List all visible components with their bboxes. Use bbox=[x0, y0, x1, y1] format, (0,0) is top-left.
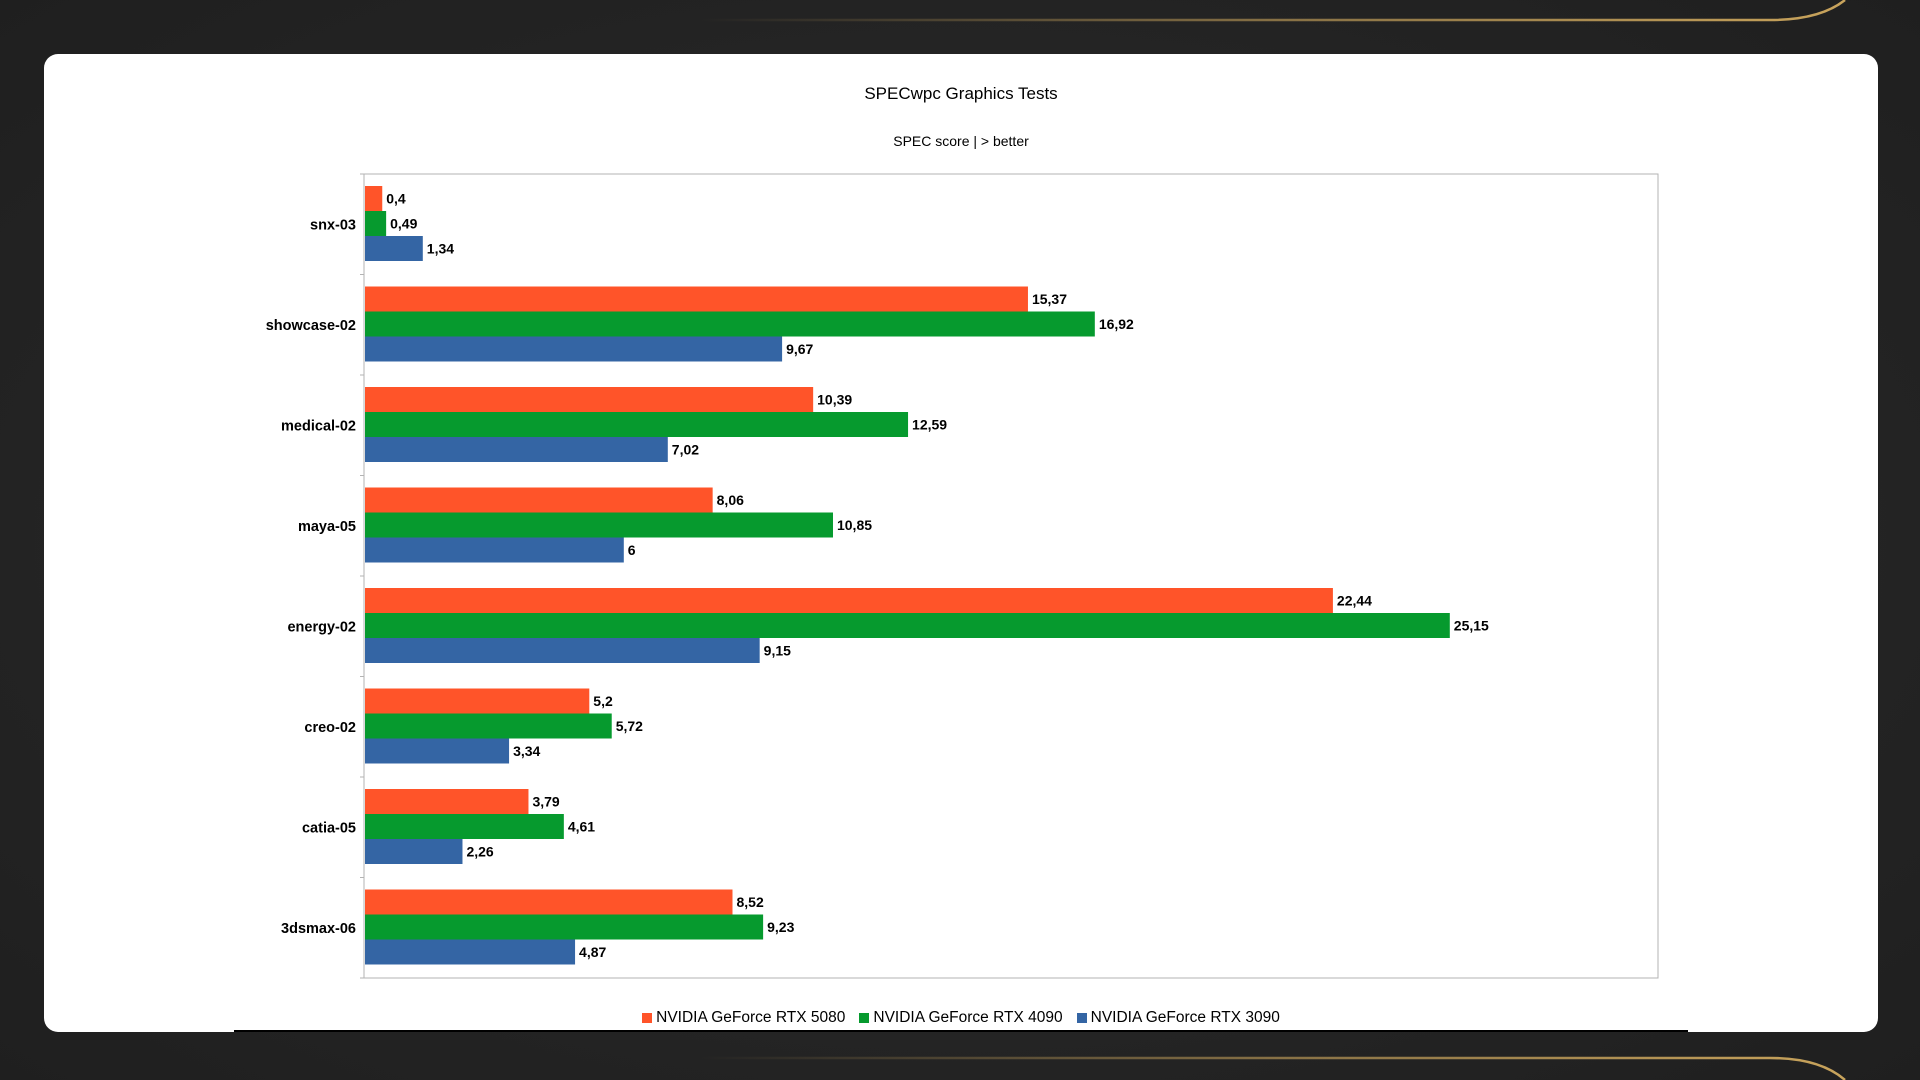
bar-snx-03-series-2 bbox=[365, 236, 423, 261]
data-label-energy-02-series-0: 22,44 bbox=[1337, 593, 1372, 609]
data-label-showcase-02-series-0: 15,37 bbox=[1032, 291, 1067, 307]
data-label-maya-05-series-0: 8,06 bbox=[717, 492, 744, 508]
legend-item-rtx-5080: NVIDIA GeForce RTX 5080 bbox=[642, 1009, 845, 1027]
bar-energy-02-series-1 bbox=[365, 613, 1450, 638]
legend-swatch-rtx-5080 bbox=[642, 1013, 653, 1023]
legend-label-rtx-4090: NVIDIA GeForce RTX 4090 bbox=[873, 1009, 1063, 1026]
bar-showcase-02-series-0 bbox=[365, 286, 1028, 312]
data-label-creo-02-series-0: 5,2 bbox=[593, 693, 613, 709]
bar-energy-02-series-0 bbox=[365, 588, 1333, 613]
bar-3dsmax-06-series-0 bbox=[365, 889, 733, 915]
bar-creo-02-series-1 bbox=[365, 713, 612, 739]
data-label-energy-02-series-1: 25,15 bbox=[1454, 618, 1489, 634]
bar-energy-02-series-2 bbox=[365, 638, 760, 663]
data-label-energy-02-series-2: 9,15 bbox=[764, 643, 791, 659]
bar-maya-05-series-2 bbox=[365, 537, 624, 563]
bar-3dsmax-06-series-2 bbox=[365, 939, 576, 965]
data-label-medical-02-series-1: 12,59 bbox=[912, 417, 947, 433]
category-label-medical-02: medical-02 bbox=[281, 418, 356, 434]
bar-3dsmax-06-series-1 bbox=[365, 914, 764, 940]
category-label-snx-03: snx-03 bbox=[310, 217, 356, 233]
data-label-3dsmax-06-series-1: 9,23 bbox=[767, 919, 794, 935]
bar-showcase-02-series-2 bbox=[365, 336, 783, 362]
data-label-maya-05-series-2: 6 bbox=[628, 542, 636, 558]
chart-legend: NVIDIA GeForce RTX 5080 NVIDIA GeForce R… bbox=[44, 1009, 1878, 1027]
data-label-creo-02-series-2: 3,34 bbox=[513, 743, 540, 759]
bar-creo-02-series-0 bbox=[365, 688, 590, 714]
bar-snx-03-series-0 bbox=[365, 186, 383, 211]
chart-subtitle: SPEC score | > better bbox=[893, 133, 1029, 149]
legend-item-rtx-3090: NVIDIA GeForce RTX 3090 bbox=[1076, 1009, 1280, 1027]
legend-swatch-rtx-4090 bbox=[859, 1013, 870, 1023]
category-label-catia-05: catia-05 bbox=[302, 820, 356, 836]
bar-creo-02-series-2 bbox=[365, 738, 510, 764]
category-label-energy-02: energy-02 bbox=[287, 619, 356, 635]
legend-swatch-rtx-3090 bbox=[1076, 1013, 1087, 1023]
legend-item-rtx-4090: NVIDIA GeForce RTX 4090 bbox=[859, 1009, 1063, 1027]
bottom-divider bbox=[234, 1030, 1688, 1032]
bar-catia-05-series-2 bbox=[365, 839, 463, 864]
data-label-showcase-02-series-1: 16,92 bbox=[1099, 316, 1134, 332]
data-label-catia-05-series-2: 2,26 bbox=[466, 844, 493, 860]
category-label-creo-02: creo-02 bbox=[304, 720, 356, 736]
bar-medical-02-series-2 bbox=[365, 437, 668, 462]
bar-maya-05-series-0 bbox=[365, 487, 713, 513]
legend-label-rtx-5080: NVIDIA GeForce RTX 5080 bbox=[656, 1009, 846, 1026]
data-label-3dsmax-06-series-2: 4,87 bbox=[579, 944, 606, 960]
data-label-maya-05-series-1: 10,85 bbox=[837, 517, 872, 533]
bar-catia-05-series-1 bbox=[365, 814, 564, 839]
category-label-showcase-02: showcase-02 bbox=[266, 318, 356, 334]
legend-label-rtx-3090: NVIDIA GeForce RTX 3090 bbox=[1090, 1009, 1280, 1026]
data-label-snx-03-series-1: 0,49 bbox=[390, 216, 417, 232]
data-label-creo-02-series-1: 5,72 bbox=[616, 718, 643, 734]
bar-showcase-02-series-1 bbox=[365, 311, 1095, 337]
bar-maya-05-series-1 bbox=[365, 512, 833, 538]
data-label-showcase-02-series-2: 9,67 bbox=[786, 341, 813, 357]
category-label-maya-05: maya-05 bbox=[298, 519, 356, 535]
data-label-catia-05-series-1: 4,61 bbox=[568, 819, 595, 835]
chart-card: SPECwpc Graphics Tests SPEC score | > be… bbox=[44, 54, 1878, 1032]
data-label-snx-03-series-2: 1,34 bbox=[427, 241, 454, 257]
category-label-3dsmax-06: 3dsmax-06 bbox=[281, 921, 356, 937]
data-label-medical-02-series-2: 7,02 bbox=[672, 442, 699, 458]
bar-medical-02-series-1 bbox=[365, 412, 909, 437]
data-label-medical-02-series-0: 10,39 bbox=[817, 392, 852, 408]
bar-snx-03-series-1 bbox=[365, 211, 387, 236]
data-label-catia-05-series-0: 3,79 bbox=[532, 794, 559, 810]
bar-catia-05-series-0 bbox=[365, 789, 529, 814]
chart-title: SPECwpc Graphics Tests bbox=[864, 84, 1058, 103]
data-label-3dsmax-06-series-0: 8,52 bbox=[736, 894, 763, 910]
data-label-snx-03-series-0: 0,4 bbox=[386, 191, 406, 207]
bar-chart-plot: snx-03 0,4 0,49 1,34 showcase-02 15,37 16,92 9,… bbox=[266, 173, 1659, 979]
bar-medical-02-series-0 bbox=[365, 387, 814, 412]
